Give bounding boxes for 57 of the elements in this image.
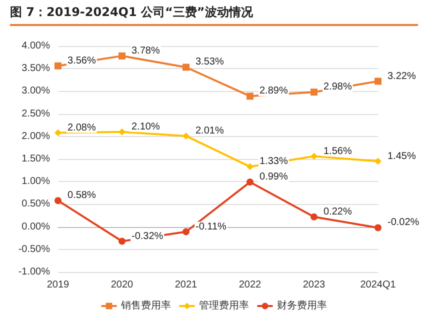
point [182, 132, 190, 140]
point [310, 152, 318, 160]
chart-title: 图 7：2019-2024Q1 公司“三费”波动情况 [10, 4, 418, 26]
y-tick-label: 1.50% [22, 154, 50, 164]
x-tick-label: 2024Q1 [360, 280, 396, 290]
point [182, 64, 190, 71]
data-label: 3.22% [388, 70, 416, 82]
point [310, 88, 318, 96]
data-label: -0.11% [196, 221, 227, 232]
legend-label: 销售费用率 [120, 300, 171, 312]
y-tick-label: 1.00% [22, 176, 50, 188]
data-label: 1.56% [324, 146, 352, 157]
y-tick-label: 0.50% [22, 198, 50, 210]
data-label: 2.89% [260, 86, 288, 97]
x-tick-label: 2022 [238, 280, 262, 290]
y-tick-label: -1.00% [18, 266, 50, 278]
x-tick-label: 2020 [110, 280, 134, 290]
data-label: 2.98% [324, 82, 352, 93]
point [374, 78, 382, 85]
point [374, 158, 382, 165]
point [182, 228, 190, 236]
data-label: -0.02% [388, 217, 420, 228]
legend-label: 管理费用率 [199, 300, 249, 312]
legend-label: 财务费用率 [277, 300, 327, 312]
point [54, 129, 62, 136]
point [118, 128, 126, 136]
data-label: 1.45% [388, 150, 416, 162]
data-label: 3.56% [68, 55, 96, 66]
x-tick-label: 2023 [302, 280, 326, 290]
y-tick-label: 2.00% [22, 130, 50, 142]
data-label: 2.08% [68, 122, 96, 134]
data-label: 1.33% [260, 156, 288, 168]
point [118, 238, 126, 245]
y-tick-label: -0.50% [18, 244, 50, 255]
data-label: 0.58% [68, 190, 96, 202]
point [246, 92, 254, 100]
data-label: 0.22% [324, 206, 352, 218]
point [310, 213, 318, 220]
data-label: 0.99% [260, 172, 288, 183]
y-tick-label: 3.00% [22, 86, 50, 97]
point [118, 52, 126, 60]
point [374, 224, 382, 232]
data-label: 2.01% [196, 125, 224, 136]
data-label: 3.78% [132, 45, 160, 56]
point [246, 163, 254, 170]
data-label: 2.10% [132, 121, 160, 132]
x-tick-label: 2019 [46, 280, 70, 290]
point [54, 197, 62, 204]
y-tick-label: 3.50% [22, 63, 50, 74]
point [246, 178, 254, 186]
x-tick-label: 2021 [174, 280, 198, 290]
y-tick-label: 0.00% [22, 221, 50, 232]
y-tick-label: 2.50% [22, 108, 50, 120]
data-label: -0.32% [132, 230, 164, 242]
point [54, 62, 62, 70]
y-tick-label: 4.00% [22, 40, 50, 52]
data-label: 3.53% [196, 56, 224, 68]
